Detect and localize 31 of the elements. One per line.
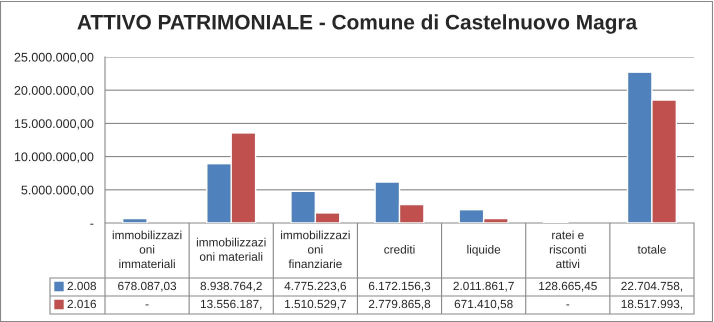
data-label: 8.938.764,2: [200, 282, 262, 292]
data-label: 2.011.861,7: [453, 282, 514, 292]
x-tick-label: immobilizzazioni finanziarie: [281, 230, 350, 268]
y-tick-label: 10.000.000,00: [14, 152, 94, 163]
data-label: 6.172.156,3: [368, 282, 430, 292]
x-tick-label: immobilizzazioni immateriali: [112, 230, 182, 268]
y-tick-label: 5.000.000,00: [21, 186, 94, 196]
bar: [122, 218, 148, 223]
text: -: [566, 304, 570, 306]
data-label: 128.665,45: [539, 282, 597, 292]
data-label: 678.087,03: [118, 282, 176, 292]
y-tick-label: 25.000.000,00: [14, 52, 94, 64]
data-label: 22.704.758,: [621, 282, 682, 292]
data-label: 4.775.223,6: [284, 282, 346, 292]
data-label: 18.517.993,: [622, 300, 682, 310]
y-tick-label: 20.000.000,00: [14, 86, 94, 96]
x-tick-label: immobilizzazioni materiali: [196, 238, 266, 261]
y-tick-label: -: [90, 224, 94, 225]
data-label: 13.556.187,: [200, 300, 262, 310]
data-label: 1.510.529,7: [285, 300, 346, 310]
legend-label: 2.016: [68, 300, 96, 308]
data-label: 2.779.865,8: [368, 300, 430, 310]
y-tick-label: 15.000.000,00: [14, 119, 94, 130]
x-tick-label: liquide: [467, 244, 500, 256]
text: -: [146, 304, 149, 306]
x-tick-label: crediti: [384, 244, 414, 254]
legend-label: 2.008: [68, 282, 96, 290]
chart-title: ATTIVO PATRIMONIALE - Comune di Castelnuovo Magra: [77, 14, 638, 34]
x-tick-label: ratei e risconti attivi: [550, 230, 586, 268]
data-label: 671.410,58: [454, 300, 513, 310]
x-tick-label: totale: [638, 244, 666, 254]
